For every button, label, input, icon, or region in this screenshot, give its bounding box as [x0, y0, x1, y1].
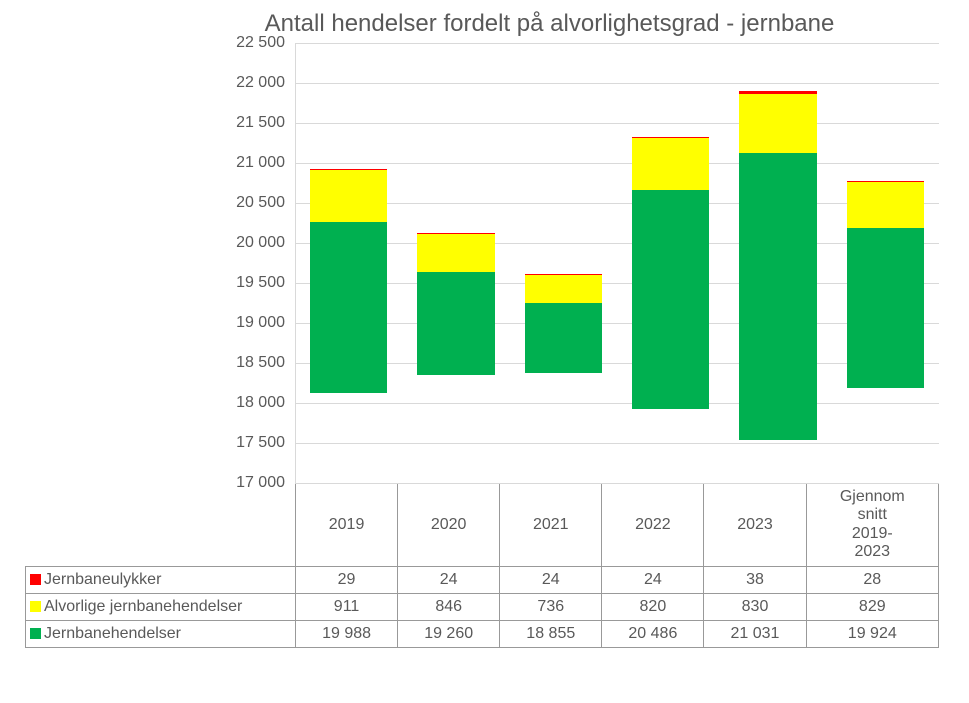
- category-label: 2022: [602, 484, 704, 567]
- bar-segment-hendelser: [417, 272, 494, 375]
- y-tick-label: 19 000: [215, 314, 285, 332]
- data-cell: 29: [296, 566, 398, 593]
- bar-segment-alvorlige: [739, 94, 816, 153]
- grid-line: [295, 483, 939, 484]
- data-cell: 19 260: [398, 620, 500, 647]
- stacked-bar: [417, 233, 494, 483]
- series-label-text: Jernbaneulykker: [44, 571, 161, 588]
- y-tick-label: 21 500: [215, 114, 285, 132]
- series-row-alvorlige: Alvorlige jernbanehendelser9118467368208…: [26, 593, 939, 620]
- data-cell: 28: [806, 566, 938, 593]
- y-tick-label: 17 500: [215, 434, 285, 452]
- series-label: Jernbanehendelser: [26, 620, 296, 647]
- data-cell: 38: [704, 566, 806, 593]
- category-label: 2019: [296, 484, 398, 567]
- bar-segment-alvorlige: [310, 170, 387, 222]
- y-axis: 17 00017 50018 00018 50019 00019 50020 0…: [215, 43, 285, 483]
- stacked-bar: [847, 181, 924, 483]
- bar-segment-hendelser: [525, 303, 602, 374]
- data-cell: 19 988: [296, 620, 398, 647]
- bar-segment-hendelser: [847, 228, 924, 389]
- bar-slot: [724, 43, 831, 483]
- y-tick-label: 18 000: [215, 394, 285, 412]
- series-label: Jernbaneulykker: [26, 566, 296, 593]
- bar-segment-hendelser: [739, 153, 816, 440]
- bar-slot: [617, 43, 724, 483]
- stacked-bar: [525, 274, 602, 483]
- legend-swatch-icon: [30, 628, 41, 639]
- y-tick-label: 22 000: [215, 74, 285, 92]
- table-corner: [26, 484, 296, 567]
- stacked-bar: [739, 91, 816, 483]
- data-cell: 830: [704, 593, 806, 620]
- chart-container: Antall hendelser fordelt på alvorlighets…: [0, 0, 969, 703]
- bar-segment-hendelser: [632, 190, 709, 410]
- stacked-bar: [632, 137, 709, 483]
- bar-segment-alvorlige: [525, 275, 602, 303]
- y-tick-label: 19 500: [215, 274, 285, 292]
- category-header-row: 20192020202120222023Gjennomsnitt2019-202…: [26, 484, 939, 567]
- data-cell: 20 486: [602, 620, 704, 647]
- data-table: 20192020202120222023Gjennomsnitt2019-202…: [25, 483, 939, 648]
- bar-slot: [832, 43, 939, 483]
- data-cell: 736: [500, 593, 602, 620]
- y-tick-label: 21 000: [215, 154, 285, 172]
- data-cell: 24: [500, 566, 602, 593]
- bar-segment-hendelser: [310, 222, 387, 393]
- y-tick-label: 22 500: [215, 34, 285, 52]
- data-cell: 24: [398, 566, 500, 593]
- data-cell: 820: [602, 593, 704, 620]
- series-row-ulykker: Jernbaneulykker292424243828: [26, 566, 939, 593]
- data-cell: 24: [602, 566, 704, 593]
- series-row-hendelser: Jernbanehendelser 19 98819 26018 85520 48…: [26, 620, 939, 647]
- category-label: 2020: [398, 484, 500, 567]
- legend-swatch-icon: [30, 574, 41, 585]
- data-cell: 21 031: [704, 620, 806, 647]
- y-tick-label: 20 500: [215, 194, 285, 212]
- bars-group: [295, 43, 939, 483]
- plot-area: 17 00017 50018 00018 50019 00019 50020 0…: [295, 43, 939, 483]
- data-cell: 829: [806, 593, 938, 620]
- data-cell: 19 924: [806, 620, 938, 647]
- bar-segment-alvorlige: [417, 234, 494, 273]
- y-tick-label: 17 000: [215, 474, 285, 492]
- bar-segment-alvorlige: [847, 182, 924, 228]
- data-cell: 846: [398, 593, 500, 620]
- series-label-text: Jernbanehendelser: [44, 625, 181, 642]
- category-label: 2021: [500, 484, 602, 567]
- y-tick-label: 20 000: [215, 234, 285, 252]
- series-label-text: Alvorlige jernbanehendelser: [44, 598, 242, 615]
- bar-slot: [510, 43, 617, 483]
- y-tick-label: 18 500: [215, 354, 285, 372]
- data-cell: 911: [296, 593, 398, 620]
- bar-slot: [402, 43, 509, 483]
- bar-segment-alvorlige: [632, 138, 709, 190]
- category-label: 2023: [704, 484, 806, 567]
- data-cell: 18 855: [500, 620, 602, 647]
- series-label: Alvorlige jernbanehendelser: [26, 593, 296, 620]
- stacked-bar: [310, 169, 387, 483]
- legend-swatch-icon: [30, 601, 41, 612]
- data-table-wrap: 20192020202120222023Gjennomsnitt2019-202…: [25, 483, 939, 648]
- bar-slot: [295, 43, 402, 483]
- category-label: Gjennomsnitt2019-2023: [806, 484, 938, 567]
